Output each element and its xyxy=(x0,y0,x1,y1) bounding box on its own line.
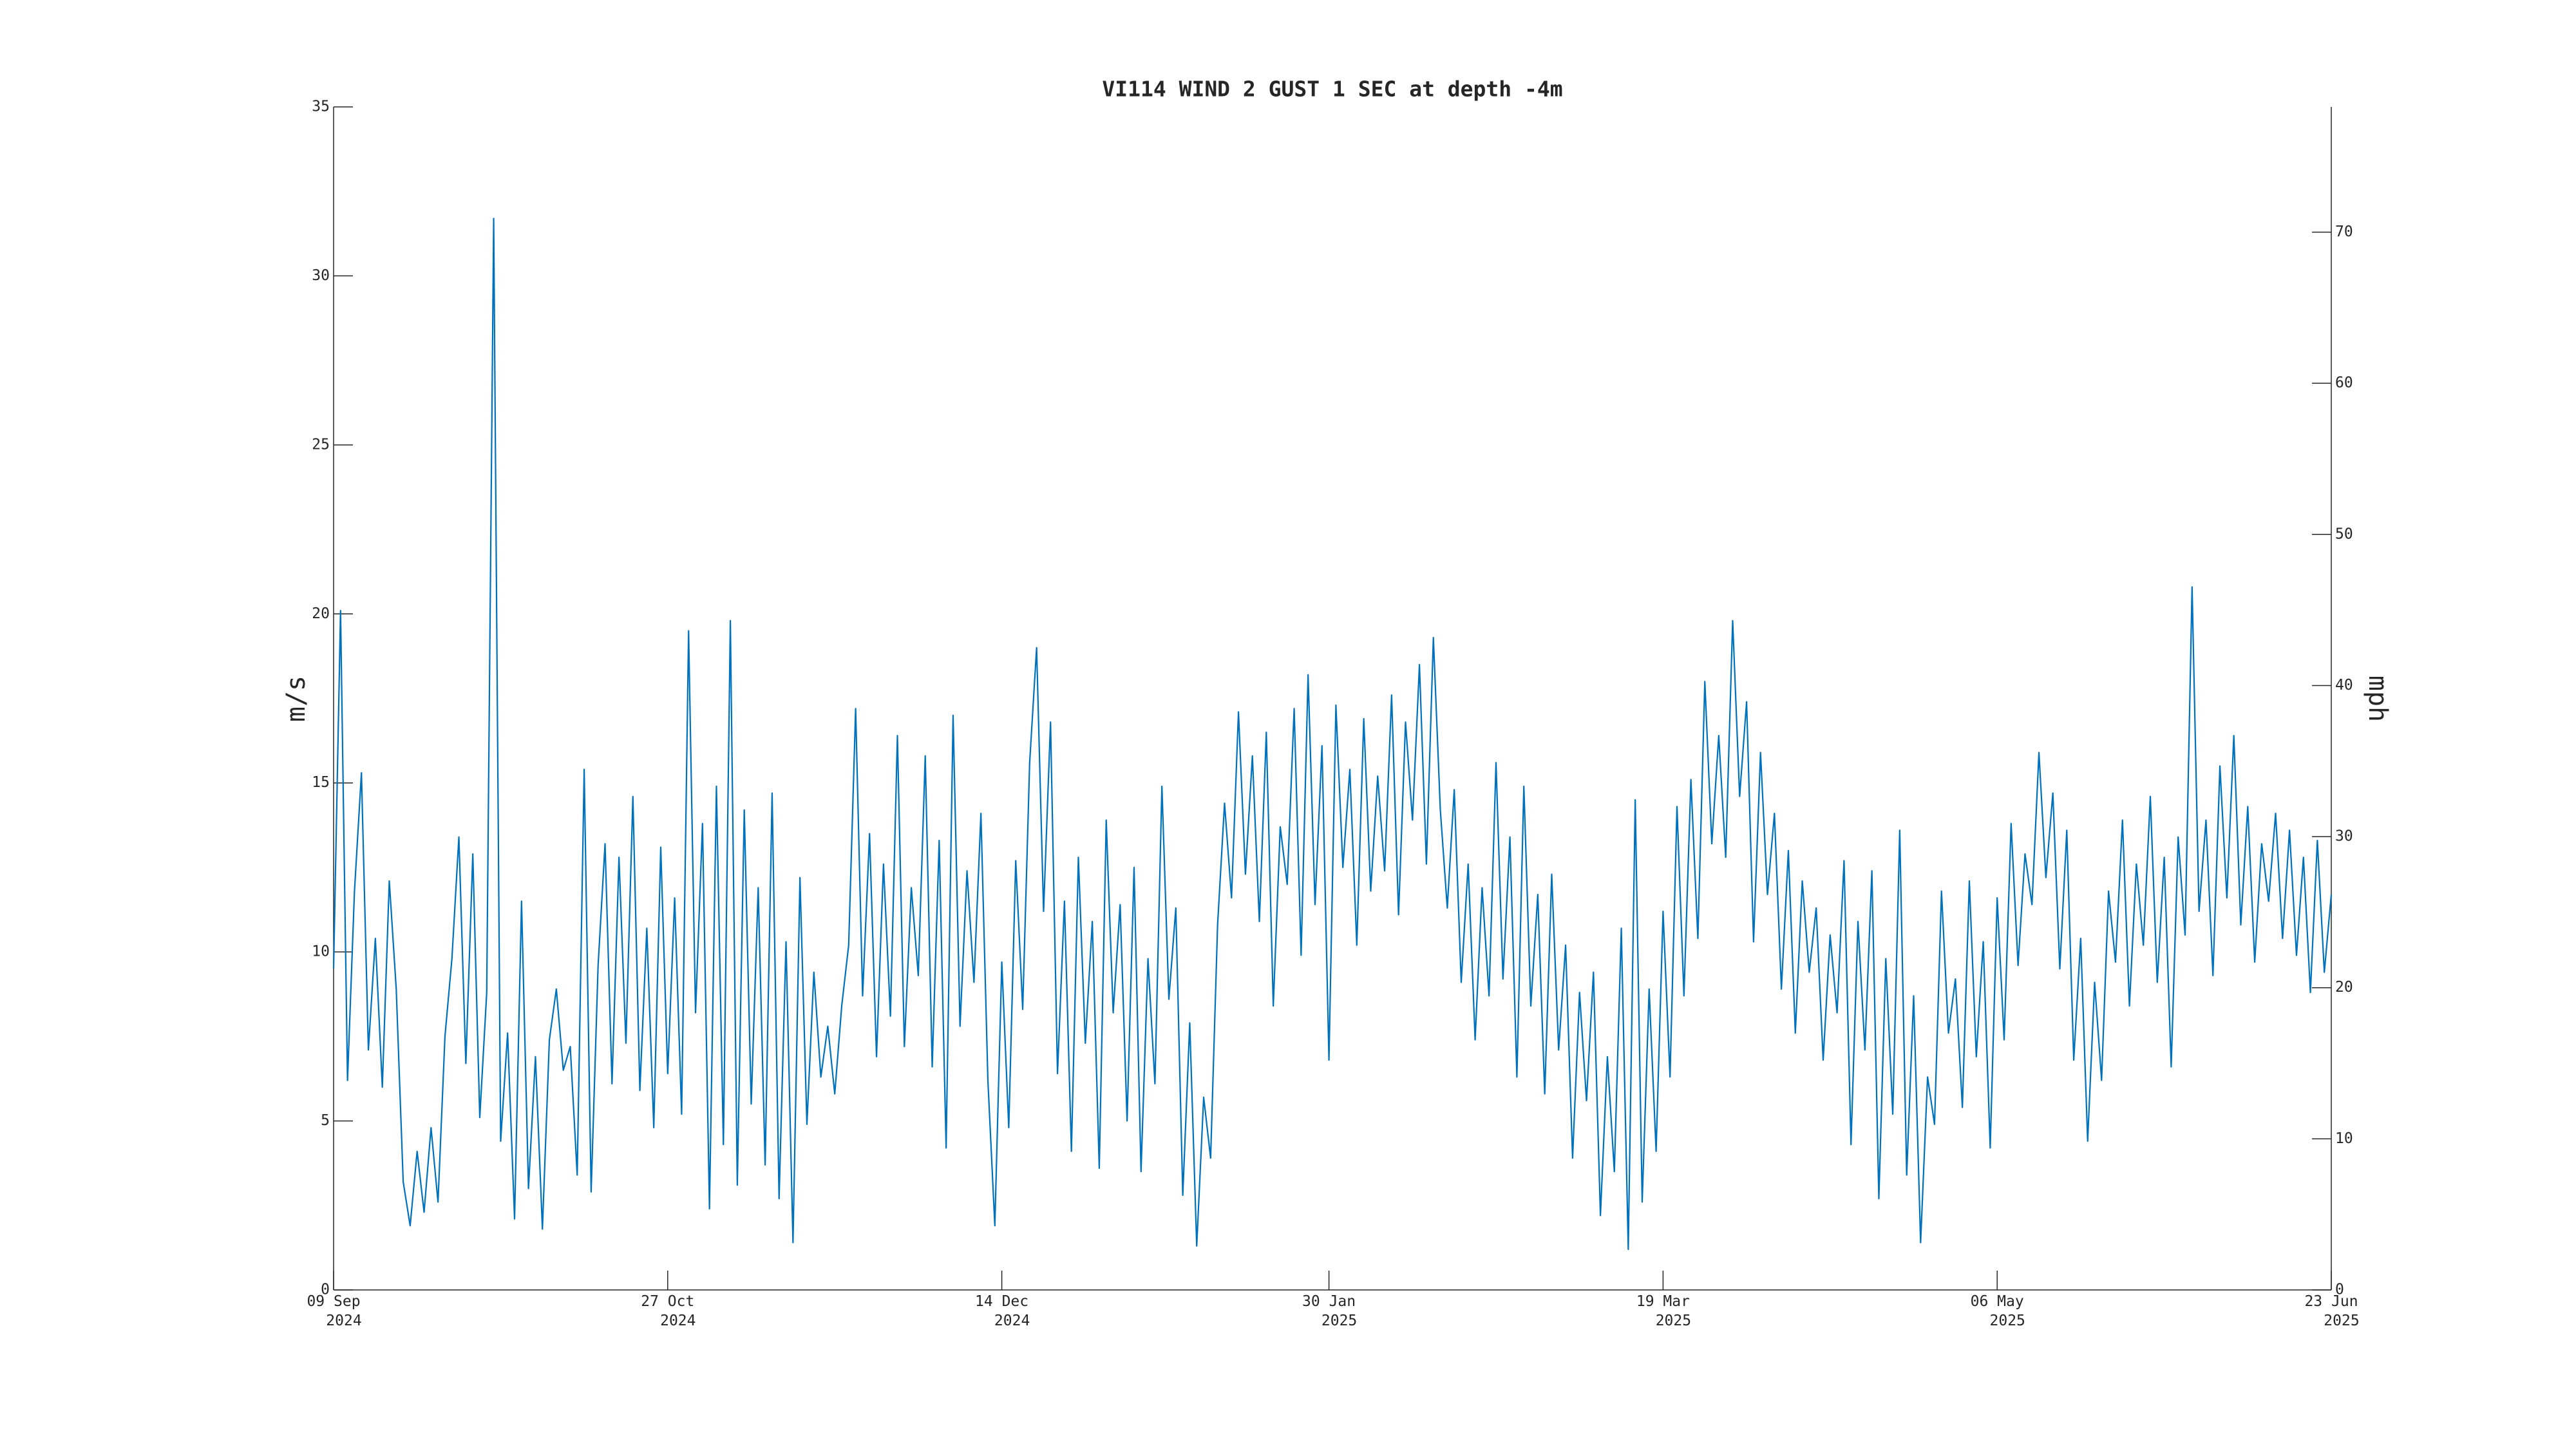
y-tick-label: 15 xyxy=(312,774,330,791)
x-tick-label: 19 Mar 2025 xyxy=(1636,1293,1691,1329)
data-line xyxy=(332,218,2333,1251)
x-tick-label: 23 Jun 2025 xyxy=(2304,1293,2359,1329)
y-tick-label: 0 xyxy=(321,1282,330,1298)
y-tick-label: 35 xyxy=(312,99,330,115)
y2-tick-label: 40 xyxy=(2335,677,2353,694)
y-tick-label: 5 xyxy=(321,1112,330,1129)
y-axis-label: m/s xyxy=(281,676,311,722)
y2-tick-label: 70 xyxy=(2335,223,2353,240)
y2-tick-label: 30 xyxy=(2335,828,2353,845)
y2-axis-label: mph xyxy=(2363,676,2392,722)
x-tick-label: 06 May 2025 xyxy=(1971,1293,2025,1329)
y2-tick-label: 10 xyxy=(2335,1130,2353,1147)
x-tick-label: 27 Oct 2024 xyxy=(641,1293,696,1329)
y2-tick-label: 20 xyxy=(2335,979,2353,996)
y2-tick-label: 0 xyxy=(2335,1282,2344,1298)
chart-title: VI114 WIND 2 GUST 1 SEC at depth -4m xyxy=(1102,77,1562,102)
x-tick-label: 14 Dec 2024 xyxy=(975,1293,1030,1329)
y-tick-label: 10 xyxy=(312,943,330,960)
x-tick-label: 09 Sep 2024 xyxy=(307,1293,361,1329)
y-tick-label: 20 xyxy=(312,605,330,622)
y-tick-label: 25 xyxy=(312,436,330,453)
y2-tick-label: 50 xyxy=(2335,526,2353,542)
x-tick-label: 30 Jan 2025 xyxy=(1302,1293,1357,1329)
y2-tick-label: 60 xyxy=(2335,375,2353,392)
y-tick-label: 30 xyxy=(312,267,330,284)
